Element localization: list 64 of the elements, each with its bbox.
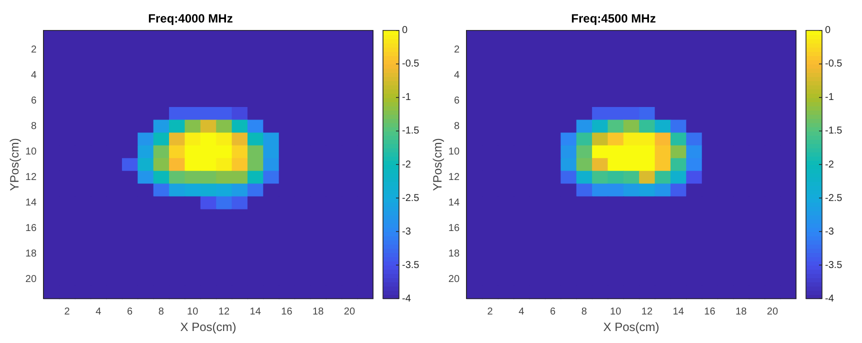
y-tick-label: 12 xyxy=(448,172,460,184)
y-tick-label: 10 xyxy=(448,146,460,158)
color-bar-label: -2.5 xyxy=(825,192,843,204)
y-tick-label: 18 xyxy=(448,248,460,260)
x-tick-label: 8 xyxy=(158,306,164,318)
color-bar-label: -3.5 xyxy=(402,260,420,271)
x-tick-label: 20 xyxy=(766,306,778,318)
x-tick-label: 2 xyxy=(64,306,70,318)
y-tick-label: 6 xyxy=(30,95,37,106)
x-tick-label: 2 xyxy=(487,306,494,318)
x-tick-label: 18 xyxy=(312,306,324,318)
y-tick-label: 14 xyxy=(448,198,460,209)
y-tick-label: 4 xyxy=(30,70,37,81)
y-tick-label: 8 xyxy=(454,120,460,132)
x-axis-title: X Pos(cm) xyxy=(180,320,236,334)
x-tick-label: 14 xyxy=(250,306,262,318)
x-tick-label: 4 xyxy=(518,306,525,318)
y-tick-label: 20 xyxy=(25,274,37,286)
y-tick-label: 16 xyxy=(25,223,37,234)
y-axis-title: YPos(cm) xyxy=(430,138,445,191)
color-bar-label: -4 xyxy=(402,293,412,304)
color-bar-label: -2.5 xyxy=(402,192,420,204)
y-tick-label: 6 xyxy=(454,95,460,106)
y-axis-title: YPos(cm) xyxy=(8,138,22,191)
x-tick-label: 12 xyxy=(641,306,653,318)
color-bar-label: -2 xyxy=(402,159,412,170)
x-axis-title: X Pos(cm) xyxy=(603,320,660,334)
x-tick-label: 4 xyxy=(96,306,102,318)
chart-title: Freq:4500 MHz xyxy=(571,12,656,26)
color-bar-label: -0.5 xyxy=(825,58,843,70)
color-bar-label: 0 xyxy=(402,25,408,36)
color-bar-label: -3 xyxy=(825,226,834,238)
x-tick-label: 6 xyxy=(550,306,556,318)
color-bar-label: -2 xyxy=(825,159,834,170)
x-tick-label: 16 xyxy=(281,306,293,318)
x-tick-label: 12 xyxy=(218,306,230,318)
color-bar-label: -3.5 xyxy=(825,260,843,271)
color-bar-label: -4 xyxy=(825,293,834,304)
x-tick-label: 20 xyxy=(344,306,356,318)
x-tick-label: 8 xyxy=(581,306,588,318)
y-tick-label: 18 xyxy=(25,248,37,260)
color-bar-label: -3 xyxy=(402,226,412,238)
y-tick-label: 10 xyxy=(25,146,37,158)
y-tick-label: 16 xyxy=(448,223,460,234)
chart-title: Freq:4000 MHz xyxy=(148,12,233,26)
y-tick-label: 12 xyxy=(25,172,37,184)
y-tick-label: 20 xyxy=(448,274,460,286)
y-tick-label: 2 xyxy=(30,44,37,56)
x-tick-label: 10 xyxy=(610,306,622,318)
color-bar-label: -1 xyxy=(402,92,412,104)
x-tick-label: 16 xyxy=(704,306,716,318)
y-tick-label: 4 xyxy=(454,70,460,81)
y-tick-label: 2 xyxy=(454,44,460,56)
color-bar-label: -1.5 xyxy=(402,126,420,137)
color-bar-label: -0.5 xyxy=(402,58,420,70)
color-bar-label: -1.5 xyxy=(825,126,843,137)
y-tick-label: 14 xyxy=(25,198,37,209)
y-tick-label: 8 xyxy=(30,120,37,132)
x-tick-label: 10 xyxy=(187,306,199,318)
x-tick-label: 14 xyxy=(672,306,684,318)
color-bar-label: -1 xyxy=(825,92,834,104)
x-tick-label: 18 xyxy=(736,306,748,318)
x-tick-label: 6 xyxy=(127,306,134,318)
color-bar-label: 0 xyxy=(825,25,831,36)
